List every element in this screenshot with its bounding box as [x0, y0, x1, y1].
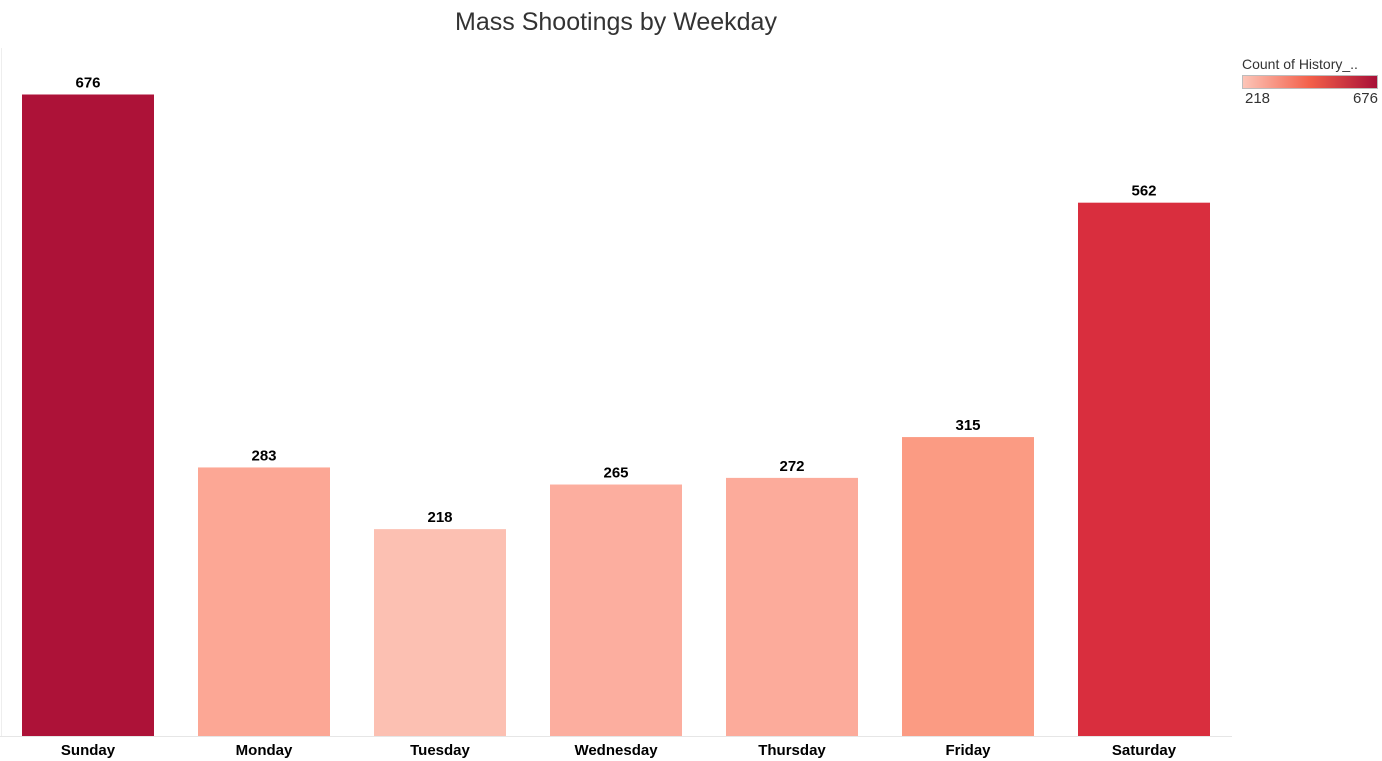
category-label-monday: Monday — [236, 742, 293, 759]
value-label-monday: 283 — [251, 447, 276, 464]
chart-title: Mass Shootings by Weekday — [455, 8, 777, 36]
bar-friday[interactable] — [902, 437, 1034, 736]
legend-color-ramp — [1242, 75, 1378, 89]
bar-thursday[interactable] — [726, 477, 858, 736]
bar-chart: 676 283 218 265 272 315 562 Sunday Monday Tuesda… — [0, 48, 1232, 759]
bar-sunday[interactable] — [22, 94, 154, 736]
category-label-saturday: Saturday — [1112, 742, 1177, 759]
value-labels-group: 676 283 218 265 272 315 562 — [75, 74, 1156, 526]
category-label-thursday: Thursday — [758, 742, 826, 759]
value-label-saturday: 562 — [1131, 183, 1156, 200]
value-label-tuesday: 218 — [427, 509, 452, 526]
legend-title: Count of History_.. — [1242, 56, 1358, 72]
bars-group — [22, 94, 1210, 736]
legend-min-label: 218 — [1245, 90, 1271, 107]
category-label-sunday: Sunday — [61, 742, 116, 759]
category-label-wednesday: Wednesday — [574, 742, 658, 759]
value-label-wednesday: 265 — [603, 465, 628, 482]
category-labels-group: Sunday Monday Tuesday Wednesday Thursday Frid… — [61, 742, 1177, 759]
value-label-sunday: 676 — [75, 74, 100, 91]
legend-max-label: 676 — [1352, 90, 1378, 107]
value-label-friday: 315 — [955, 417, 980, 434]
bar-monday[interactable] — [198, 467, 330, 736]
legend-labels: 218 676 — [1242, 89, 1378, 107]
category-label-tuesday: Tuesday — [410, 742, 470, 759]
bar-saturday[interactable] — [1078, 202, 1210, 736]
bar-tuesday[interactable] — [374, 529, 506, 736]
value-label-thursday: 272 — [779, 458, 804, 475]
color-legend[interactable]: Count of History_.. 218 676 — [1242, 56, 1378, 107]
category-label-friday: Friday — [945, 742, 991, 759]
bar-wednesday[interactable] — [550, 484, 682, 736]
